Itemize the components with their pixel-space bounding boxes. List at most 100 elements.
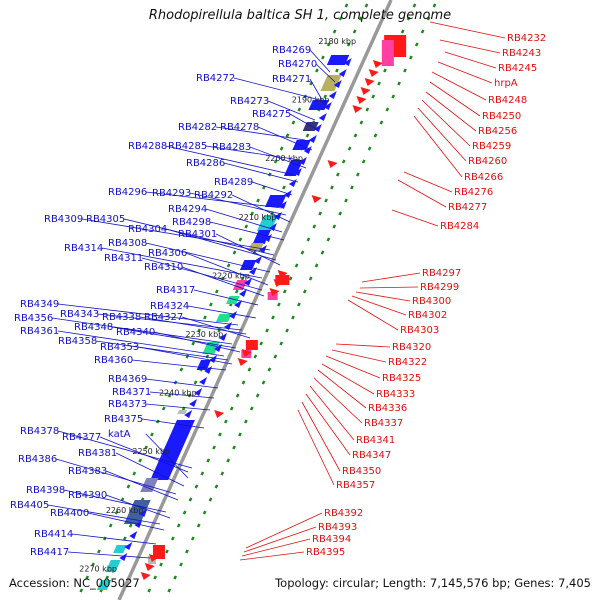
gene-label-left: RB4275 — [252, 109, 291, 120]
gene-arrow-forward — [338, 69, 347, 77]
gene-block-forward — [140, 478, 159, 492]
tick-mark — [193, 380, 198, 385]
tick-mark — [206, 458, 211, 463]
gene-label-right: RB4297 — [422, 268, 461, 279]
gene-leader-line — [347, 299, 399, 331]
gene-arrow-reverse — [269, 288, 280, 296]
tick-mark — [403, 68, 407, 73]
gene-label-left: RB4373 — [108, 399, 147, 410]
tick-mark — [205, 354, 210, 359]
gene-block-forward — [283, 160, 304, 176]
gene-leader-line — [55, 458, 177, 495]
tick-mark — [153, 575, 158, 580]
tick-mark — [391, 94, 396, 99]
tick-mark — [194, 484, 199, 489]
tick-mark — [326, 237, 331, 242]
tick-mark — [165, 549, 169, 554]
gene-label-left: RB4294 — [168, 204, 207, 215]
gene-leader-line — [359, 286, 419, 289]
gene-block-reverse — [381, 40, 394, 66]
tick-mark — [291, 315, 295, 320]
gene-leader-line — [205, 208, 283, 233]
tick-mark — [132, 471, 137, 476]
tick-mark — [214, 484, 219, 489]
gene-label-left: katA — [108, 429, 131, 440]
tick-mark — [197, 328, 201, 333]
gene-leader-line — [421, 99, 471, 147]
gene-arrow-forward — [318, 113, 327, 121]
gene-leader-line — [351, 295, 407, 316]
gene-label-right: RB4322 — [388, 357, 427, 368]
gene-arrow-reverse — [364, 78, 375, 86]
tick-mark — [279, 146, 284, 151]
tick-mark — [285, 328, 289, 333]
gene-label-left: RB4324 — [150, 301, 189, 312]
gene-label-left: RB4348 — [74, 322, 113, 333]
gene-label-left: RB4349 — [20, 299, 59, 310]
tick-mark — [379, 120, 384, 125]
gene-arrow-forward — [139, 509, 148, 517]
gene-label-left: RB4306 — [148, 248, 187, 259]
gene-arrow-forward — [343, 58, 352, 66]
gene-block-reverse — [267, 292, 278, 300]
gene-label-left: RB4289 — [214, 177, 253, 188]
gene-leader-line — [305, 393, 351, 456]
tick-mark — [314, 263, 319, 268]
gene-label-left: RB4301 — [178, 229, 217, 240]
gene-label-left: RB4273 — [230, 96, 269, 107]
gene-label-left: RB4405 — [10, 500, 49, 511]
tick-mark — [406, 16, 411, 21]
kbp-mark-label: 2200 kbp — [265, 154, 303, 163]
gene-arrow-reverse — [148, 554, 159, 562]
gene-label-left: RB4398 — [26, 485, 65, 496]
gene-leader-line — [249, 146, 307, 169]
gene-label-left: RB4311 — [104, 253, 143, 264]
gene-leader-line — [439, 39, 501, 54]
gene-leader-line — [181, 316, 251, 339]
tick-mark — [271, 315, 275, 320]
gene-block-forward — [232, 280, 248, 290]
gene-leader-line — [429, 21, 506, 39]
gene-leader-line — [145, 191, 283, 209]
tick-mark — [335, 68, 339, 73]
tick-mark — [182, 510, 187, 515]
gene-leader-line — [189, 192, 287, 216]
gene-label-left: RB4314 — [64, 243, 103, 254]
tick-mark — [259, 341, 264, 346]
tick-mark — [144, 445, 148, 450]
tick-mark — [279, 341, 284, 346]
tick-mark — [226, 263, 231, 268]
gene-label-right: RB4357 — [336, 480, 375, 491]
accession-label: Accession: NC_005027 — [9, 576, 140, 590]
tick-mark — [250, 211, 255, 216]
tick-mark — [79, 588, 84, 593]
tick-mark — [147, 588, 152, 593]
gene-label-right: RB4350 — [342, 466, 381, 477]
tick-mark — [344, 198, 348, 203]
gene-leader-line — [181, 266, 265, 297]
gene-block-forward — [215, 314, 232, 322]
tick-mark — [185, 549, 189, 554]
gene-label-left: RB4377 — [62, 432, 101, 443]
tick-mark — [212, 445, 216, 450]
gene-label-left: RB4282 — [178, 122, 217, 133]
gene-label-left: RB4353 — [100, 342, 139, 353]
tick-mark — [249, 406, 254, 411]
tick-mark — [432, 3, 437, 8]
tick-mark — [320, 55, 325, 60]
tick-mark — [234, 289, 239, 294]
gene-label-left: RB4381 — [78, 448, 117, 459]
genome-title: Rhodopirellula baltica SH 1, complete ge… — [148, 8, 452, 23]
gene-arrow-forward — [164, 454, 173, 462]
tick-mark — [159, 562, 163, 567]
gene-leader-line — [145, 433, 189, 479]
tick-mark — [367, 146, 372, 151]
gene-arrow-forward — [119, 553, 128, 561]
tick-mark — [229, 406, 234, 411]
gene-leader-line — [297, 409, 335, 486]
kbp-mark-label: 2210 kbp — [239, 213, 277, 222]
gene-label-left: RB4296 — [108, 187, 147, 198]
gene-label-right: RB4260 — [468, 156, 507, 167]
gene-label-right: RB4394 — [312, 534, 351, 545]
